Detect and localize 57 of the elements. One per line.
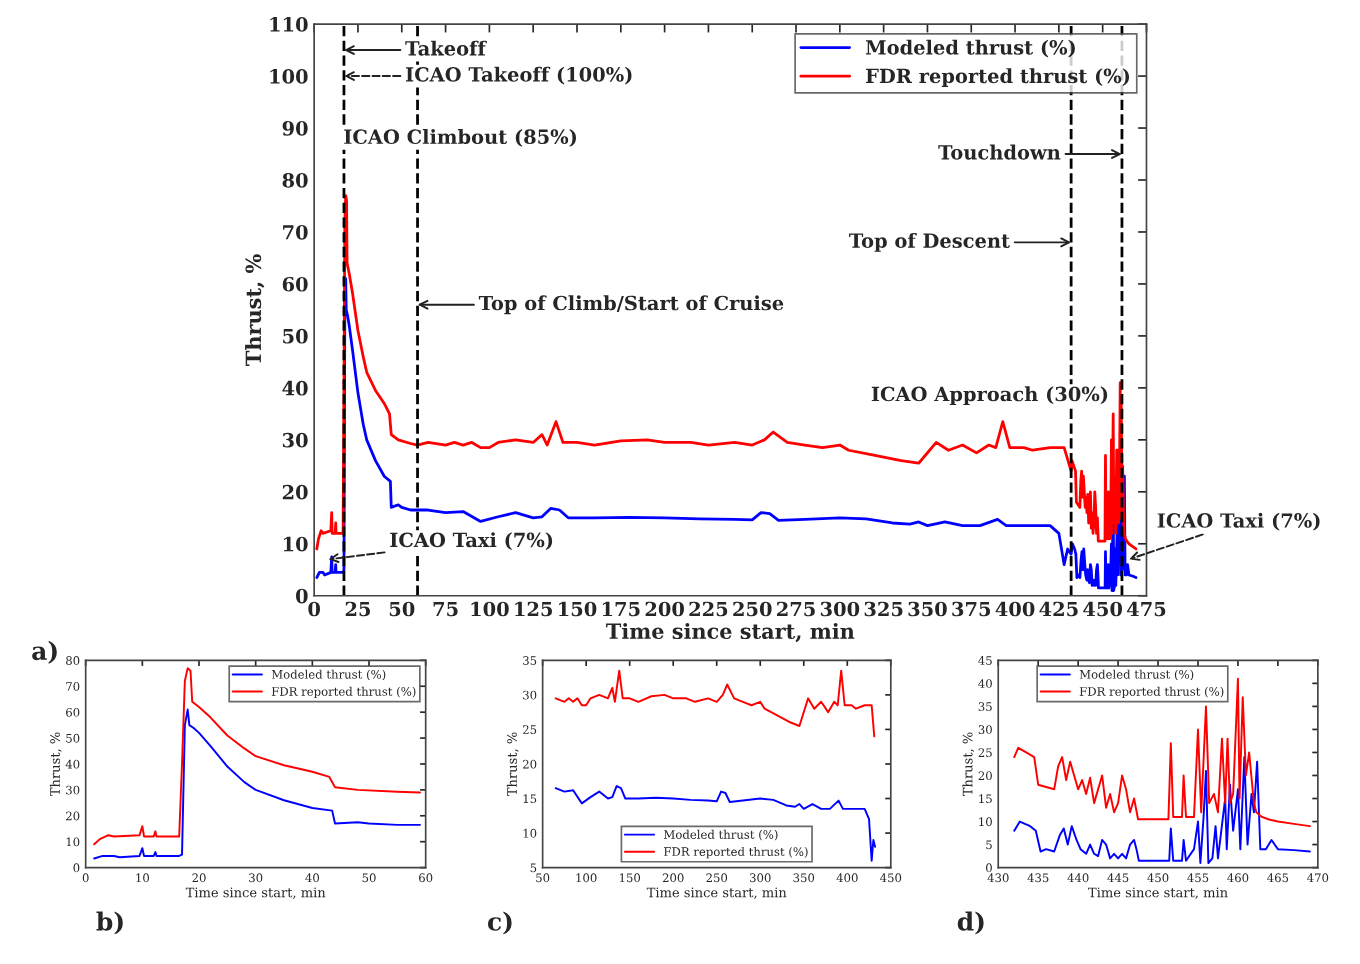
annotation: Touchdown bbox=[938, 144, 1061, 160]
x-tick-label: 250 bbox=[733, 601, 772, 617]
legend-label: FDR reported thrust (%) bbox=[866, 68, 1130, 88]
legend-label: Modeled thrust (%) bbox=[865, 39, 1075, 58]
annotation: ICAO Takeoff (100%) bbox=[405, 66, 632, 85]
x-tick-label: 75 bbox=[433, 601, 458, 617]
x-tick-label: 200 bbox=[645, 601, 684, 617]
line-series bbox=[315, 277, 1138, 592]
annotation: ICAO Taxi (7%) bbox=[390, 532, 553, 551]
x-tick-label: 25 bbox=[345, 601, 371, 617]
x-axis-title: Time since start, min bbox=[606, 622, 855, 643]
x-tick-label: 275 bbox=[777, 601, 815, 617]
x-tick-label: 425 bbox=[1039, 601, 1078, 617]
x-tick-label: 150 bbox=[559, 601, 597, 617]
y-axis-title: Thrust, % bbox=[245, 254, 265, 366]
text: a) bbox=[32, 640, 57, 664]
line-series bbox=[93, 708, 421, 860]
y-tick-label: 20 bbox=[282, 484, 308, 500]
x-tick-label: 125 bbox=[515, 601, 553, 617]
x-tick-label: 0 bbox=[308, 601, 321, 617]
line-series bbox=[1013, 756, 1311, 864]
x-tick-label: 450 bbox=[1083, 601, 1123, 617]
annotation: ICAO Approach (30%) bbox=[871, 386, 1108, 406]
x-tick-label: 350 bbox=[908, 601, 947, 617]
x-tick-label: 300 bbox=[820, 601, 860, 617]
text: c) bbox=[487, 911, 512, 935]
x-tick-label: 475 bbox=[1126, 601, 1166, 617]
y-tick-label: 100 bbox=[270, 69, 308, 84]
y-tick-label: 60 bbox=[282, 276, 308, 292]
x-tick-label: 375 bbox=[952, 601, 991, 617]
line-series bbox=[554, 669, 876, 738]
y-tick-label: 90 bbox=[282, 120, 308, 136]
y-tick-label: 110 bbox=[270, 17, 308, 32]
y-tick-label: 70 bbox=[283, 224, 308, 240]
x-tick-label: 100 bbox=[471, 601, 509, 617]
annotation: ICAO Taxi (7%) bbox=[1157, 512, 1320, 531]
line-series bbox=[554, 785, 877, 862]
annotation: Top of Climb/Start of Cruise bbox=[478, 295, 784, 315]
y-tick-label: 80 bbox=[282, 172, 308, 188]
y-tick-label: 40 bbox=[282, 380, 308, 396]
line-series bbox=[93, 667, 421, 846]
text: d) bbox=[957, 911, 984, 935]
x-tick-label: 175 bbox=[602, 601, 640, 617]
line-series bbox=[1013, 677, 1311, 828]
x-tick-label: 325 bbox=[864, 601, 903, 617]
x-tick-label: 400 bbox=[995, 601, 1035, 617]
y-tick-label: 0 bbox=[295, 588, 308, 604]
x-tick-label: 50 bbox=[389, 601, 415, 617]
annotation: Takeoff bbox=[405, 40, 487, 56]
line-series bbox=[315, 194, 1138, 551]
y-tick-label: 10 bbox=[283, 536, 308, 552]
text: b) bbox=[96, 911, 123, 935]
y-tick-label: 30 bbox=[282, 432, 308, 448]
annotation: Top of Descent bbox=[849, 232, 1010, 252]
x-tick-label: 225 bbox=[689, 601, 728, 617]
annotation: ICAO Climbout (85%) bbox=[344, 129, 577, 147]
y-tick-label: 50 bbox=[283, 328, 308, 344]
